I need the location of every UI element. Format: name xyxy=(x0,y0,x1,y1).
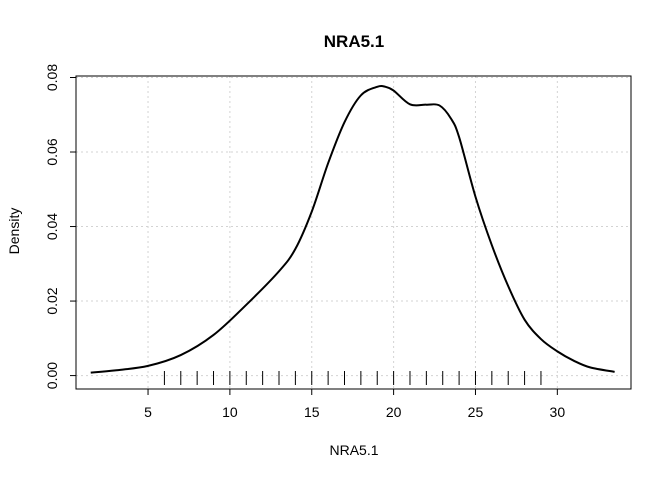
y-tick-label: 0.08 xyxy=(44,64,60,91)
plot-frame xyxy=(75,75,632,390)
y-axis-label: Density xyxy=(6,208,22,255)
x-tick-label: 30 xyxy=(550,404,566,420)
x-tick-label: 15 xyxy=(304,404,320,420)
x-tick-label: 25 xyxy=(468,404,484,420)
y-axis: 0.00 0.02 0.04 0.06 0.08 xyxy=(44,64,76,389)
x-axis-label: NRA5.1 xyxy=(329,442,378,458)
x-tick-label: 20 xyxy=(386,404,402,420)
y-tick-label: 0.00 xyxy=(44,362,60,389)
x-axis: 5 10 15 20 25 30 xyxy=(144,389,565,420)
y-tick-label: 0.02 xyxy=(44,287,60,314)
x-tick-label: 5 xyxy=(144,404,152,420)
x-tick-label: 10 xyxy=(222,404,238,420)
y-tick-label: 0.04 xyxy=(44,213,60,240)
chart-title: NRA5.1 xyxy=(324,32,384,51)
grid xyxy=(76,76,631,389)
y-tick-label: 0.06 xyxy=(44,138,60,165)
density-line xyxy=(90,85,615,374)
rug xyxy=(163,371,542,385)
